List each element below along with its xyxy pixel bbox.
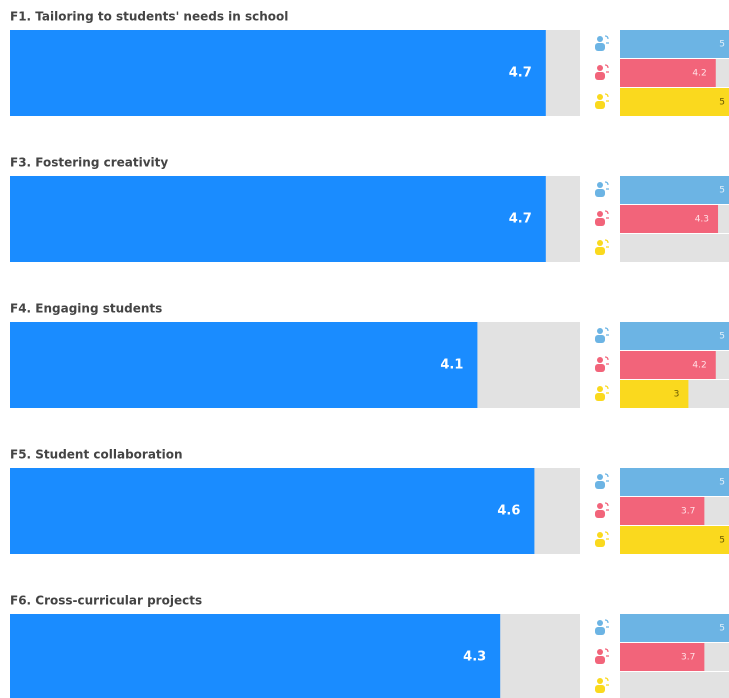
icon-mark bbox=[604, 502, 609, 511]
small-bar-label: 5 bbox=[719, 40, 725, 50]
small-bar bbox=[620, 380, 689, 408]
icon-body bbox=[595, 481, 605, 489]
icon-body bbox=[595, 393, 605, 401]
bar bbox=[10, 468, 535, 554]
icon-body bbox=[595, 72, 605, 80]
icon-mark bbox=[604, 93, 609, 102]
icon-mark bbox=[604, 239, 609, 248]
icon-head bbox=[597, 182, 603, 188]
icon-body bbox=[595, 189, 605, 197]
bar-label: 4.6 bbox=[497, 504, 520, 519]
icon-body bbox=[595, 510, 605, 518]
icon-head bbox=[597, 240, 603, 246]
icon-head bbox=[597, 649, 603, 655]
icon-mark bbox=[604, 531, 609, 540]
icon-mark bbox=[604, 35, 609, 44]
icon-head bbox=[597, 328, 603, 334]
icon-body bbox=[595, 685, 605, 693]
small-bar-label: 5 bbox=[719, 98, 725, 108]
small-bar bbox=[620, 176, 729, 204]
icon-head bbox=[597, 474, 603, 480]
small-bar bbox=[620, 351, 716, 379]
bar bbox=[10, 614, 501, 698]
small-bar-label: 3.7 bbox=[681, 507, 695, 517]
icon-mark bbox=[604, 327, 609, 336]
icon-mark bbox=[604, 619, 609, 628]
icon-body bbox=[595, 656, 605, 664]
small-bar-label: 5 bbox=[719, 186, 725, 196]
icon-body bbox=[595, 101, 605, 109]
small-bar-label: 4.3 bbox=[695, 215, 709, 225]
bar-label: 4.7 bbox=[509, 66, 532, 81]
bar-label: 4.3 bbox=[463, 650, 486, 665]
icon-head bbox=[597, 94, 603, 100]
icon-mark bbox=[604, 385, 609, 394]
small-bar bbox=[620, 88, 729, 116]
small-bar-label: 3.7 bbox=[681, 653, 695, 663]
small-bar-label: 3 bbox=[674, 390, 680, 400]
icon-mark bbox=[604, 356, 609, 365]
small-bar-label: 5 bbox=[719, 536, 725, 546]
icon-mark bbox=[604, 64, 609, 73]
icon-body bbox=[595, 43, 605, 51]
icon-head bbox=[597, 503, 603, 509]
bar bbox=[10, 176, 546, 262]
small-bar-track bbox=[620, 672, 729, 698]
icon-body bbox=[595, 335, 605, 343]
icon-mark bbox=[604, 473, 609, 482]
small-bar bbox=[620, 205, 719, 233]
icon-body bbox=[595, 218, 605, 226]
icon-head bbox=[597, 36, 603, 42]
bar bbox=[10, 30, 546, 116]
small-bar bbox=[620, 30, 729, 58]
small-bar-track bbox=[620, 234, 729, 262]
small-bar-label: 4.2 bbox=[692, 361, 706, 371]
small-bar-label: 5 bbox=[719, 624, 725, 634]
icon-body bbox=[595, 539, 605, 547]
icon-mark bbox=[604, 210, 609, 219]
small-bar bbox=[620, 643, 705, 671]
bar bbox=[10, 322, 478, 408]
icon-head bbox=[597, 532, 603, 538]
chart-title: F3. Fostering creativity bbox=[10, 156, 168, 170]
chart-title: F6. Cross-curricular projects bbox=[10, 594, 202, 608]
bar-label: 4.1 bbox=[440, 358, 463, 373]
icon-body bbox=[595, 364, 605, 372]
small-bar bbox=[620, 59, 716, 87]
small-bar-label: 4.2 bbox=[692, 69, 706, 79]
icon-mark bbox=[604, 648, 609, 657]
icon-head bbox=[597, 678, 603, 684]
icon-head bbox=[597, 211, 603, 217]
icon-mark bbox=[604, 181, 609, 190]
chart-title: F1. Tailoring to students' needs in scho… bbox=[10, 10, 288, 24]
small-bar-label: 5 bbox=[719, 332, 725, 342]
small-bar bbox=[620, 322, 729, 350]
icon-body bbox=[595, 247, 605, 255]
icon-head bbox=[597, 620, 603, 626]
icon-body bbox=[595, 627, 605, 635]
icon-mark bbox=[604, 677, 609, 686]
icon-head bbox=[597, 386, 603, 392]
icon-head bbox=[597, 357, 603, 363]
chart-title: F5. Student collaboration bbox=[10, 448, 183, 462]
small-bar bbox=[620, 526, 729, 554]
small-bar bbox=[620, 468, 729, 496]
icon-head bbox=[597, 65, 603, 71]
small-bar bbox=[620, 497, 705, 525]
bar-label: 4.7 bbox=[509, 212, 532, 227]
small-bar bbox=[620, 614, 729, 642]
chart-title: F4. Engaging students bbox=[10, 302, 162, 316]
small-bar-label: 5 bbox=[719, 478, 725, 488]
